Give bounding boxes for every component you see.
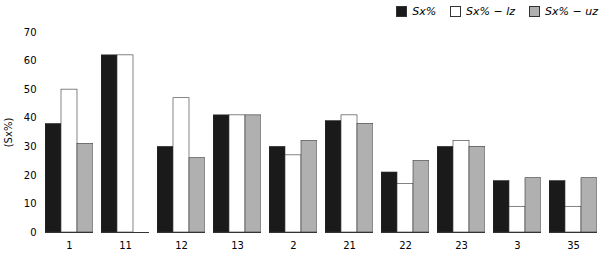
html-text:Sx% − uz: Sx% − uz [545, 4, 598, 18]
svg-text:(Sx%): (Sx%) [3, 118, 14, 148]
svg-text:10: 10 [24, 198, 37, 209]
svg-text:70: 70 [24, 27, 37, 38]
svg-text:11: 11 [119, 240, 132, 251]
svg-text:2: 2 [290, 240, 296, 251]
svg-text:30: 30 [24, 141, 37, 152]
html-text:Sx% − lz: Sx% − lz [466, 4, 516, 18]
svg-text:60: 60 [24, 55, 37, 66]
svg-text:1: 1 [66, 240, 72, 251]
svg-text:50: 50 [24, 84, 37, 95]
svg-text:22: 22 [399, 240, 412, 251]
html-text:Sx%: Sx% [412, 4, 437, 18]
svg-text:12: 12 [175, 240, 188, 251]
svg-text:35: 35 [567, 240, 580, 251]
svg-text:3: 3 [514, 240, 520, 251]
svg-text:20: 20 [24, 170, 37, 181]
svg-text:21: 21 [343, 240, 356, 251]
svg-text:40: 40 [24, 112, 37, 123]
svg-text:23: 23 [455, 240, 468, 251]
svg-text:13: 13 [231, 240, 244, 251]
svg-text:0: 0 [30, 227, 36, 238]
